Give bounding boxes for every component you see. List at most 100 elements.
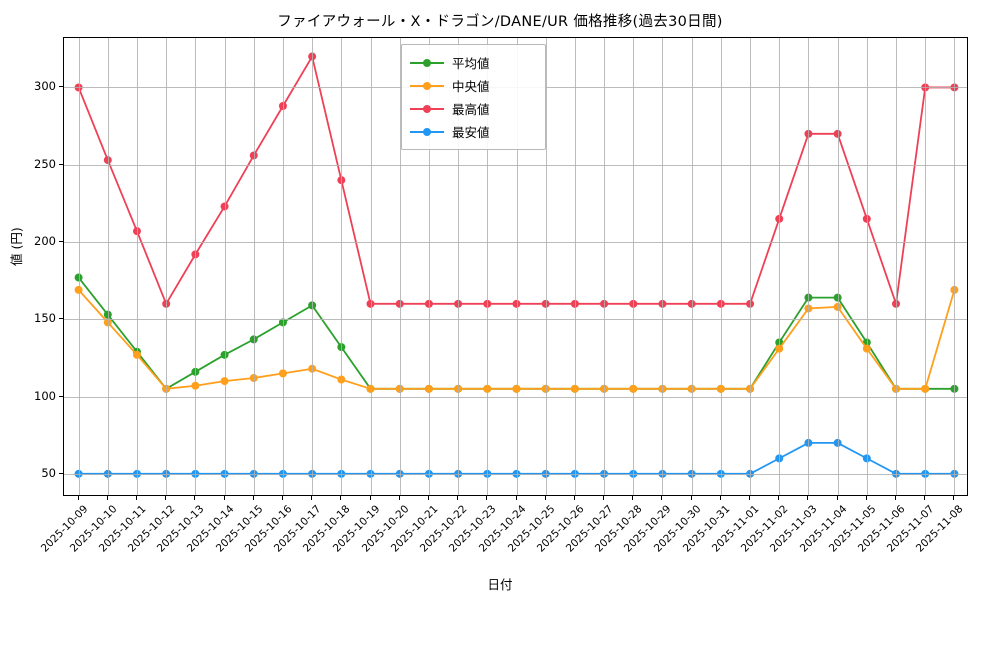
- x-tick-mark: [836, 496, 838, 500]
- x-tick-mark: [690, 496, 692, 500]
- x-tick-mark: [427, 496, 429, 500]
- grid-line-vertical: [224, 38, 226, 495]
- legend-label: 最高値: [452, 102, 490, 117]
- y-tick-mark: [59, 472, 63, 474]
- y-tick-mark: [59, 318, 63, 320]
- x-tick-mark: [544, 496, 546, 500]
- x-tick-mark: [924, 496, 926, 500]
- x-tick-mark: [778, 496, 780, 500]
- legend-label: 中央値: [452, 79, 490, 94]
- y-tick-mark: [59, 86, 63, 88]
- grid-line-vertical: [662, 38, 664, 495]
- data-point: [220, 377, 229, 386]
- grid-line-vertical: [312, 38, 314, 495]
- grid-line-vertical: [341, 38, 343, 495]
- grid-line-vertical: [282, 38, 284, 495]
- grid-line-vertical: [545, 38, 547, 495]
- grid-line-vertical: [487, 38, 489, 495]
- grid-line-vertical: [428, 38, 430, 495]
- data-point: [366, 384, 375, 393]
- y-tick-mark: [59, 241, 63, 242]
- legend: 平均値中央値最高値最安値: [401, 44, 546, 150]
- grid-line-vertical: [253, 38, 255, 495]
- x-tick-mark: [223, 496, 225, 500]
- x-tick-mark: [252, 496, 254, 500]
- x-tick-mark: [398, 496, 400, 500]
- grid-line-vertical: [107, 38, 109, 495]
- data-point: [366, 299, 375, 308]
- x-tick-mark: [194, 496, 196, 500]
- grid-line-horizontal: [64, 473, 967, 475]
- x-tick-mark: [632, 496, 634, 500]
- legend-item-4[interactable]: 最安値: [410, 120, 537, 143]
- y-tick-label: 250: [34, 156, 56, 171]
- y-tick-label: 50: [41, 465, 56, 480]
- grid-line-vertical: [691, 38, 693, 495]
- legend-swatch-icon: [410, 57, 444, 69]
- grid-line-vertical: [896, 38, 898, 495]
- x-tick-mark: [486, 496, 488, 500]
- legend-item-3[interactable]: 最高値: [410, 97, 537, 120]
- legend-swatch-icon: [410, 80, 444, 92]
- x-tick-mark: [340, 496, 342, 500]
- grid-line-vertical: [370, 38, 372, 495]
- y-tick-label: 100: [34, 388, 56, 403]
- grid-line-horizontal: [64, 242, 967, 243]
- grid-line-vertical: [633, 38, 635, 495]
- x-axis-label: 日付: [487, 577, 513, 592]
- legend-item-2[interactable]: 中央値: [410, 74, 537, 97]
- y-tick-label: 150: [34, 311, 56, 326]
- x-tick-mark: [369, 496, 371, 500]
- x-tick-mark: [106, 496, 108, 500]
- grid-line-horizontal: [64, 319, 967, 321]
- grid-line-vertical: [195, 38, 197, 495]
- x-tick-mark: [661, 496, 663, 500]
- grid-line-vertical: [604, 38, 606, 495]
- legend-swatch-icon: [410, 126, 444, 138]
- legend-label: 最安値: [452, 125, 490, 140]
- legend-swatch-icon: [410, 103, 444, 115]
- grid-line-vertical: [779, 38, 781, 495]
- x-tick-mark: [515, 496, 517, 500]
- grid-line-vertical: [925, 38, 927, 495]
- y-tick-label: 200: [34, 234, 56, 248]
- x-tick-mark: [953, 496, 955, 500]
- x-tick-mark: [573, 496, 575, 500]
- grid-line-vertical: [866, 38, 868, 495]
- x-tick-mark: [77, 496, 79, 500]
- grid-line-vertical: [136, 38, 138, 495]
- chart-title: ファイアウォール・X・ドラゴン/DANE/UR 価格推移(過去30日間): [277, 14, 723, 30]
- grid-line-vertical: [399, 38, 401, 495]
- grid-line-vertical: [954, 38, 956, 495]
- y-tick-mark: [59, 395, 63, 397]
- x-tick-mark: [135, 496, 137, 500]
- x-tick-mark: [865, 496, 867, 500]
- grid-line-horizontal: [64, 164, 967, 166]
- y-tick-label: 300: [34, 79, 56, 94]
- grid-line-vertical: [837, 38, 839, 495]
- x-tick-mark: [165, 496, 167, 500]
- legend-item-1[interactable]: 平均値: [410, 51, 537, 74]
- data-point: [220, 202, 229, 211]
- grid-line-vertical: [516, 38, 518, 495]
- grid-line-vertical: [166, 38, 168, 495]
- price-history-chart: ファイアウォール・X・ドラゴン/DANE/UR 価格推移(過去30日間) 50 1…: [9, 14, 968, 592]
- grid-line-horizontal: [64, 396, 967, 398]
- x-tick-mark: [457, 496, 459, 500]
- grid-line-vertical: [808, 38, 810, 495]
- grid-line-vertical: [720, 38, 722, 495]
- y-tick-mark: [59, 163, 63, 165]
- grid-line-vertical: [78, 38, 80, 495]
- grid-line-vertical: [574, 38, 576, 495]
- x-tick-mark: [719, 496, 721, 500]
- data-point: [220, 350, 229, 359]
- x-tick-mark: [749, 496, 751, 500]
- x-tick-mark: [603, 496, 605, 500]
- legend-label: 平均値: [452, 56, 490, 71]
- y-axis-label: 値 (円): [9, 227, 24, 266]
- x-tick-mark: [895, 496, 897, 500]
- grid-line-vertical: [750, 38, 752, 495]
- x-tick-mark: [311, 496, 313, 500]
- x-tick-mark: [807, 496, 809, 500]
- grid-line-vertical: [458, 38, 460, 495]
